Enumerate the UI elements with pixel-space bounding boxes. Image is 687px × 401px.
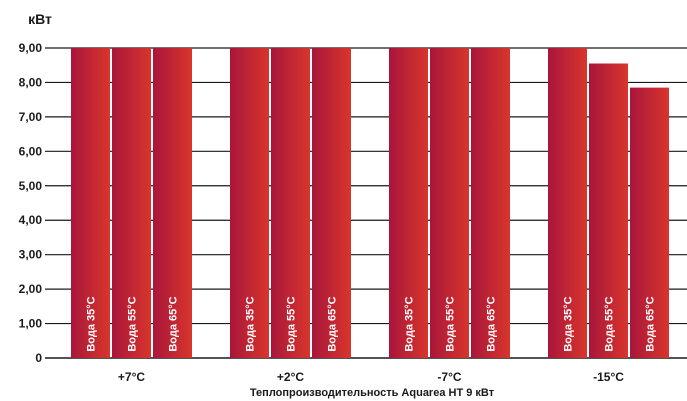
x-axis-label: Теплопроизводительность Aquarea HT 9 кВт xyxy=(250,387,495,399)
bar xyxy=(71,48,110,358)
bar xyxy=(389,48,428,358)
bar-label: Вода 65°C xyxy=(486,296,498,351)
y-tick-label: 8,00 xyxy=(19,75,43,89)
y-tick-label: 9,00 xyxy=(19,41,43,55)
bar xyxy=(548,48,587,358)
bar xyxy=(430,48,469,358)
x-tick-labels: +7°C +2°C -7°C -15°C xyxy=(118,370,624,384)
y-tick-label: 5,00 xyxy=(19,179,43,193)
bar xyxy=(112,48,151,358)
y-tick-label: 7,00 xyxy=(19,110,43,124)
y-tick-label: 6,00 xyxy=(19,144,43,158)
bar-label: Вода 55°C xyxy=(604,296,616,351)
y-tick-labels: 0 1,00 2,00 3,00 4,00 5,00 6,00 7,00 8,00 9,00 xyxy=(19,41,43,365)
bar xyxy=(630,87,669,358)
x-tick-label: -15°C xyxy=(593,370,624,384)
x-tick-label: -7°C xyxy=(437,370,461,384)
bar-label: Вода 55°C xyxy=(445,296,457,351)
bar xyxy=(271,48,310,358)
bar-label: Вода 35°C xyxy=(563,296,575,351)
bar-label: Вода 65°C xyxy=(168,296,180,351)
bar xyxy=(312,48,351,358)
x-tick-label: +7°C xyxy=(118,370,145,384)
y-tick-label: 0 xyxy=(35,351,42,365)
y-tick-label: 1,00 xyxy=(19,317,43,331)
bar-label: Вода 55°C xyxy=(127,296,139,351)
bars: Вода 35°C Вода 55°C Вода 65°C Вода 35°C Вода… xyxy=(71,48,669,358)
bar-label: Вода 55°C xyxy=(286,296,298,351)
x-tick-label: +2°C xyxy=(277,370,304,384)
y-tick-label: 3,00 xyxy=(19,248,43,262)
y-axis-label: кВт xyxy=(28,11,52,27)
bar xyxy=(153,48,192,358)
bar xyxy=(471,48,510,358)
bar-label: Вода 65°C xyxy=(327,296,339,351)
bar-label: Вода 65°C xyxy=(645,296,657,351)
y-tick-label: 4,00 xyxy=(19,213,43,227)
bar xyxy=(589,63,628,358)
bar-label: Вода 35°C xyxy=(86,296,98,351)
bar-label: Вода 35°C xyxy=(404,296,416,351)
y-tick-label: 2,00 xyxy=(19,282,43,296)
bar xyxy=(230,48,269,358)
bar-label: Вода 35°C xyxy=(245,296,257,351)
